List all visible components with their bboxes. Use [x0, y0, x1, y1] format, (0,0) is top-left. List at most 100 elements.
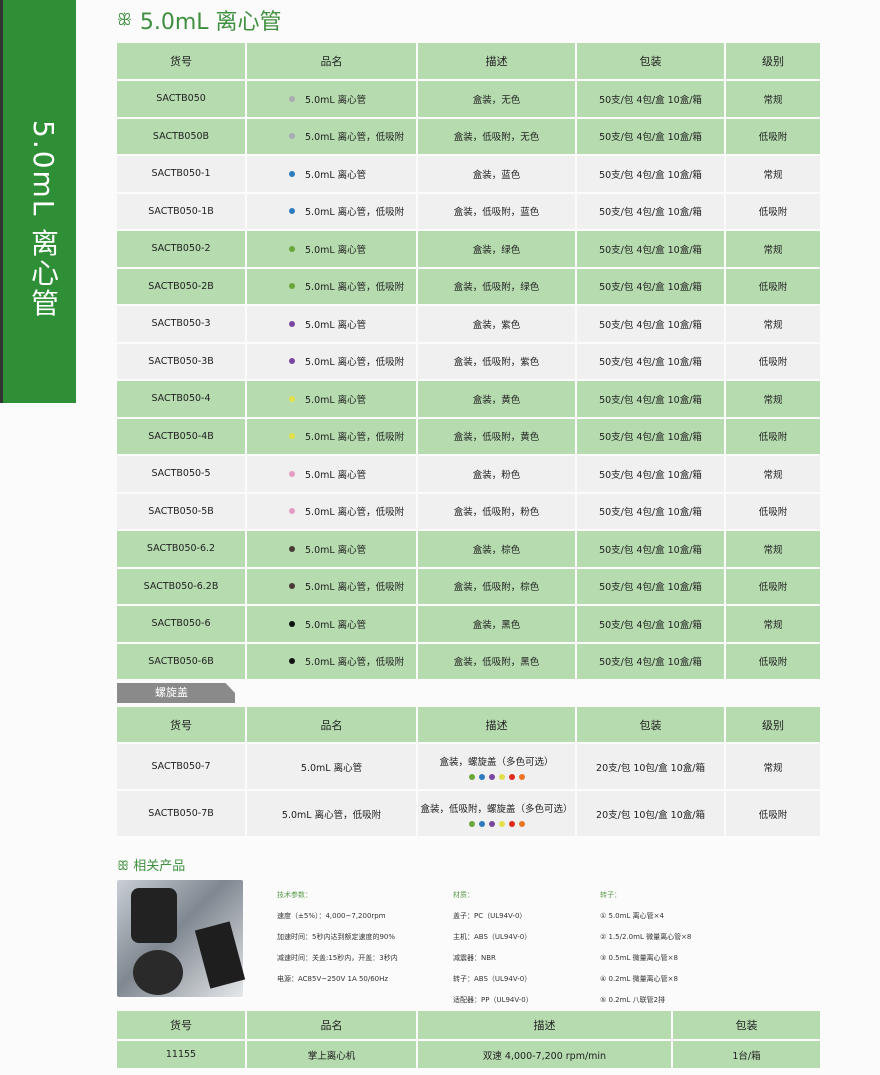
pack-cell: 50支/包 4包/盒 10盒/箱	[577, 193, 724, 229]
spec-line: ④ 0.2mL 微量离心管×8	[600, 975, 678, 983]
table-row: SACTB050 5.0mL 离心管 盒装，无色 50支/包 4包/盒 10盒/箱 常规	[117, 81, 820, 117]
desc: 双速 4,000-7,200 rpm/min	[482, 1050, 607, 1062]
spec-line: ③ 0.5mL 微量离心管×8	[600, 954, 678, 962]
page-title: ꕥ 5.0mL 离心管	[117, 4, 282, 36]
pack: 1台/箱	[732, 1050, 761, 1062]
product-name: 5.0mL 离心管	[305, 469, 367, 481]
related-table: 货号 品名 描述 包装 11155 掌上离心机 双速 4,000-7,200 rpm/min…	[117, 1011, 820, 1070]
packaging: 50支/包 4包/盒 10盒/箱	[599, 507, 702, 519]
grade-cell: 常规	[726, 456, 820, 492]
description: 盒装，无色	[472, 94, 521, 106]
name-cell: 5.0mL 离心管，低吸附	[247, 418, 416, 454]
header-cell: 级别	[726, 43, 820, 79]
description: 盒装，黄色	[472, 394, 521, 406]
pack-cell: 50支/包 4包/盒 10盒/箱	[577, 531, 724, 567]
description: 盒装，低吸附，蓝色	[453, 207, 540, 219]
grade-cell: 低吸附	[726, 268, 820, 304]
packaging: 50支/包 4包/盒 10盒/箱	[599, 94, 702, 106]
sku: SACTB050-1	[151, 168, 211, 180]
table-row: SACTB050-7B 5.0mL 离心管，低吸附 盒装，低吸附，螺旋盖（多色可选）…	[117, 791, 820, 836]
grade-cell: 低吸附	[726, 643, 820, 679]
header-label: 货号	[170, 55, 192, 68]
name-cell: 5.0mL 离心管	[247, 81, 416, 117]
color-dot-icon	[289, 545, 295, 552]
header-cell: 品名	[247, 1011, 416, 1039]
header-label: 级别	[762, 55, 784, 68]
header-cell: 包装	[673, 1011, 820, 1039]
spec-line: 主机：ABS（UL94V-0）	[453, 933, 532, 941]
sku: SACTB050-2	[151, 243, 211, 255]
product-name: 5.0mL 离心管，低吸附	[305, 357, 405, 369]
desc-cell: 盒装，低吸附，棕色	[418, 568, 575, 604]
sku: SACTB050-4B	[148, 430, 214, 442]
grade: 低吸附	[758, 207, 788, 219]
spec-line: 转子：ABS（UL94V-0）	[453, 975, 532, 983]
color-dot-icon	[508, 773, 515, 780]
pack-cell: 50支/包 4包/盒 10盒/箱	[577, 268, 724, 304]
material-specs: 材质： 盖子：PC（UL94V-0） 主机：ABS（UL94V-0） 减震器：NBR 转…	[453, 890, 533, 1016]
grade-cell: 常规	[726, 81, 820, 117]
sku-cell: SACTB050-4B	[117, 418, 245, 454]
pack-cell: 50支/包 4包/盒 10盒/箱	[577, 643, 724, 679]
table-row: SACTB050-7 5.0mL 离心管 盒装，螺旋盖（多色可选） 20支/包 10包…	[117, 744, 820, 789]
pack-cell: 50支/包 4包/盒 10盒/箱	[577, 418, 724, 454]
grade: 低吸附	[758, 357, 788, 369]
color-dot-icon	[498, 820, 505, 827]
grade-cell: 常规	[726, 606, 820, 642]
sku-cell: SACTB050-7	[117, 744, 245, 789]
product-name: 5.0mL 离心管	[305, 394, 367, 406]
sku: SACTB050B	[152, 130, 210, 142]
pack-cell: 50支/包 4包/盒 10盒/箱	[577, 231, 724, 267]
desc-cell: 盒装，蓝色	[418, 156, 575, 192]
pack-cell: 50支/包 4包/盒 10盒/箱	[577, 493, 724, 529]
product-name: 5.0mL 离心管	[305, 169, 367, 181]
sku: SACTB050-7	[151, 761, 211, 772]
clover-icon: ꕥ	[117, 10, 132, 29]
header-label: 品名	[320, 55, 343, 68]
sku-cell: SACTB050B	[117, 118, 245, 154]
sku: SACTB050	[156, 93, 206, 105]
spec-line: 盖子：PC（UL94V-0）	[453, 912, 527, 920]
table-row: SACTB050-6 5.0mL 离心管 盒装，黑色 50支/包 4包/盒 10盒/箱…	[117, 606, 820, 642]
color-dot-icon	[498, 773, 505, 780]
header-cell: 描述	[418, 1011, 671, 1039]
sku: SACTB050-6	[151, 618, 211, 630]
name-cell: 5.0mL 离心管，低吸附	[247, 118, 416, 154]
packaging: 50支/包 4包/盒 10盒/箱	[599, 544, 702, 556]
product-name: 5.0mL 离心管，低吸附	[305, 432, 405, 444]
desc-cell: 盒装，低吸附，粉色	[418, 493, 575, 529]
color-dot-icon	[508, 820, 515, 827]
tech-specs: 技术参数： 速度（±5%）：4,000~7,200rpm 加速时间：5秒内达到额定速…	[277, 890, 398, 995]
spec-line: 速度（±5%）：4,000~7,200rpm	[277, 912, 386, 920]
description: 盒装，低吸附，螺旋盖（多色可选）	[420, 803, 573, 815]
product-name: 5.0mL 离心管	[305, 619, 367, 631]
packaging: 50支/包 4包/盒 10盒/箱	[599, 282, 702, 294]
grade: 常规	[763, 244, 783, 256]
grade: 低吸附	[758, 432, 788, 444]
grade: 常规	[763, 394, 783, 406]
sku: SACTB050-2B	[148, 280, 214, 292]
color-dot-icon	[289, 508, 295, 515]
product-name: 5.0mL 离心管，低吸附	[281, 809, 382, 821]
grade: 常规	[763, 619, 783, 631]
header-label: 包装	[735, 1019, 758, 1032]
description: 盒装，螺旋盖（多色可选）	[439, 756, 554, 768]
sku-cell: SACTB050	[117, 81, 245, 117]
side-label-bar: 5.0mL 离心管	[0, 0, 76, 403]
grade-cell: 常规	[726, 231, 820, 267]
name-cell: 5.0mL 离心管	[247, 744, 416, 789]
color-dot-icon	[289, 433, 295, 440]
desc-cell: 盒装，低吸附，蓝色	[418, 193, 575, 229]
desc-cell: 盒装，棕色	[418, 531, 575, 567]
product-name: 5.0mL 离心管，低吸附	[305, 582, 405, 594]
packaging: 50支/包 4包/盒 10盒/箱	[599, 619, 702, 631]
sku-cell: SACTB050-6.2	[117, 531, 245, 567]
color-dot-icon	[289, 470, 295, 477]
color-dot-icon	[289, 283, 295, 290]
related-title: ꕥ 相关产品	[117, 855, 185, 874]
table-row: SACTB050-3 5.0mL 离心管 盒装，紫色 50支/包 4包/盒 10盒/箱…	[117, 306, 820, 342]
color-dot-icon	[478, 820, 485, 827]
spec-line: 减震器：NBR	[453, 954, 496, 962]
color-dot-icon	[289, 658, 295, 665]
header-cell: 级别	[726, 707, 820, 742]
